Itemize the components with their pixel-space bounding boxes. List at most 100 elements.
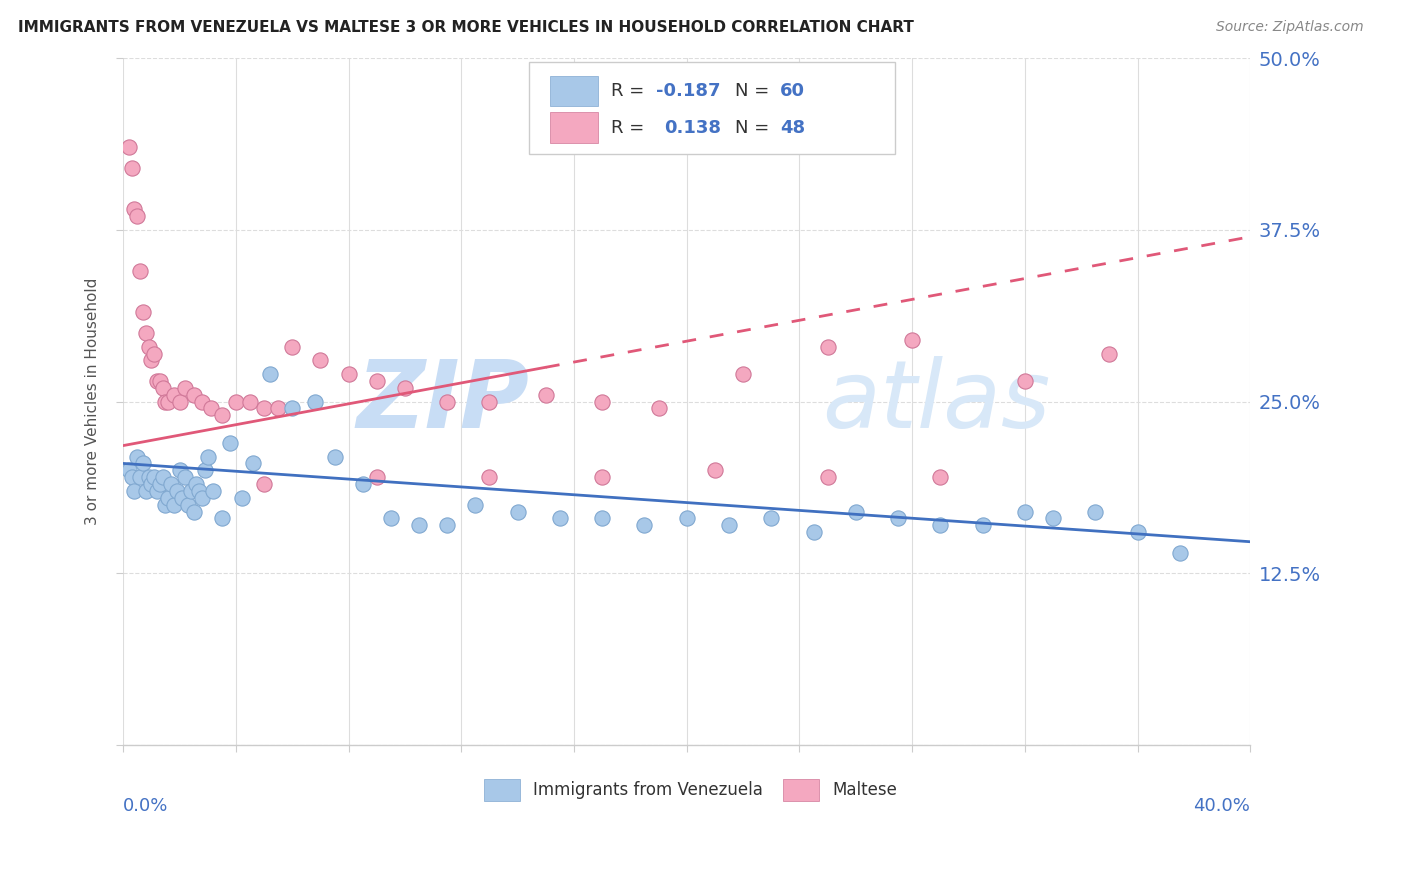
Point <box>118 463 141 477</box>
Point <box>155 394 177 409</box>
Point <box>138 340 160 354</box>
Point <box>143 346 166 360</box>
FancyBboxPatch shape <box>529 62 896 154</box>
Point <box>337 367 360 381</box>
Text: 60: 60 <box>780 82 806 100</box>
Text: R =: R = <box>612 119 657 136</box>
Point <box>149 477 172 491</box>
Point <box>174 470 197 484</box>
Text: 40.0%: 40.0% <box>1194 797 1250 814</box>
Point <box>591 470 613 484</box>
Point <box>633 518 655 533</box>
Point <box>188 483 211 498</box>
Point <box>887 511 910 525</box>
Text: Source: ZipAtlas.com: Source: ZipAtlas.com <box>1216 20 1364 34</box>
Point <box>200 401 222 416</box>
Point <box>231 491 253 505</box>
Point <box>717 518 740 533</box>
Point <box>211 511 233 525</box>
Point <box>506 504 529 518</box>
Point <box>121 470 143 484</box>
Point <box>733 367 755 381</box>
Point <box>132 305 155 319</box>
Point <box>152 470 174 484</box>
Point <box>323 450 346 464</box>
Point <box>281 340 304 354</box>
Point <box>141 477 163 491</box>
Point <box>1014 374 1036 388</box>
Point <box>253 477 276 491</box>
Point <box>121 161 143 175</box>
Point <box>309 353 332 368</box>
Point <box>225 394 247 409</box>
Point <box>118 140 141 154</box>
Point <box>169 463 191 477</box>
Point <box>591 511 613 525</box>
Point <box>157 491 180 505</box>
Point <box>172 491 194 505</box>
Point <box>761 511 783 525</box>
Point <box>253 401 276 416</box>
Point <box>219 435 242 450</box>
Point <box>380 511 402 525</box>
Point <box>1098 346 1121 360</box>
Point <box>135 326 157 340</box>
Point <box>1042 511 1064 525</box>
Text: Maltese: Maltese <box>832 781 897 799</box>
Point <box>675 511 697 525</box>
Point <box>1126 525 1149 540</box>
Point <box>135 483 157 498</box>
Point <box>267 401 290 416</box>
Point <box>242 457 264 471</box>
Point <box>929 518 952 533</box>
Point <box>202 483 225 498</box>
Point <box>972 518 994 533</box>
Point <box>817 470 839 484</box>
Point <box>152 381 174 395</box>
Point <box>259 367 281 381</box>
Point <box>149 374 172 388</box>
Point <box>352 477 374 491</box>
FancyBboxPatch shape <box>550 112 598 143</box>
Point <box>183 504 205 518</box>
Point <box>703 463 725 477</box>
Text: atlas: atlas <box>823 356 1050 447</box>
Point <box>191 394 214 409</box>
Point <box>197 450 219 464</box>
Text: 48: 48 <box>780 119 806 136</box>
Point <box>129 264 152 278</box>
Point <box>548 511 571 525</box>
Point <box>143 470 166 484</box>
Point <box>127 450 149 464</box>
Text: N =: N = <box>735 119 775 136</box>
Point <box>464 498 486 512</box>
Point <box>901 333 924 347</box>
Point <box>183 388 205 402</box>
Point <box>180 483 202 498</box>
Y-axis label: 3 or more Vehicles in Household: 3 or more Vehicles in Household <box>86 278 100 525</box>
Point <box>194 463 217 477</box>
Point <box>155 498 177 512</box>
Point <box>127 209 149 223</box>
Point <box>177 498 200 512</box>
FancyBboxPatch shape <box>550 76 598 106</box>
Point <box>166 483 188 498</box>
Text: R =: R = <box>612 82 650 100</box>
Point <box>163 388 186 402</box>
Point <box>132 457 155 471</box>
Point <box>366 374 388 388</box>
Point <box>647 401 669 416</box>
Point <box>124 483 146 498</box>
Text: 0.138: 0.138 <box>664 119 721 136</box>
Point <box>124 202 146 217</box>
Point <box>534 388 557 402</box>
Point <box>803 525 825 540</box>
Text: IMMIGRANTS FROM VENEZUELA VS MALTESE 3 OR MORE VEHICLES IN HOUSEHOLD CORRELATION: IMMIGRANTS FROM VENEZUELA VS MALTESE 3 O… <box>18 20 914 35</box>
Point <box>929 470 952 484</box>
Text: Immigrants from Venezuela: Immigrants from Venezuela <box>533 781 763 799</box>
Point <box>146 483 169 498</box>
Point <box>163 498 186 512</box>
Text: N =: N = <box>735 82 775 100</box>
FancyBboxPatch shape <box>484 780 520 801</box>
FancyBboxPatch shape <box>783 780 818 801</box>
